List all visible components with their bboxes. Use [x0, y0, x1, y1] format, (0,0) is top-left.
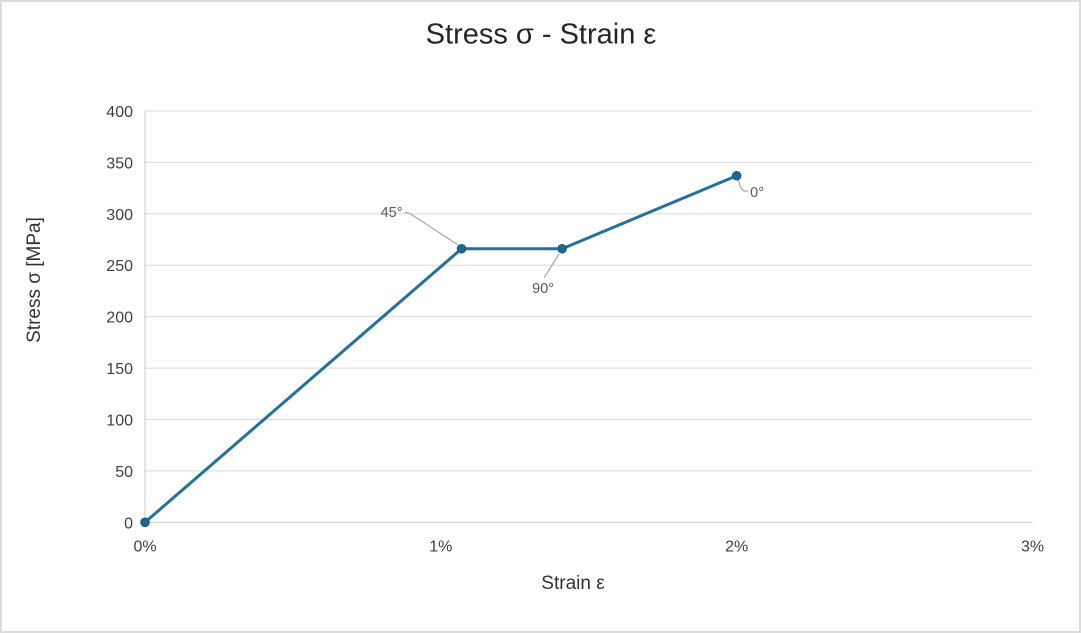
y-tick-label: 0 — [124, 515, 133, 532]
series-line — [144, 174, 738, 524]
y-tick-label: 200 — [106, 310, 133, 327]
data-point-marker — [557, 243, 567, 254]
x-tick-label: 3% — [1021, 538, 1044, 555]
data-point-marker — [140, 517, 150, 528]
y-tick-label: 350 — [106, 155, 133, 172]
y-tick-label: 300 — [106, 207, 133, 224]
chart-title: Stress σ - Strain ε — [425, 18, 657, 51]
data-point-label: 90° — [532, 281, 554, 297]
x-tick-label: 2% — [725, 538, 748, 555]
data-point-marker — [731, 170, 742, 181]
y-tick-label: 100 — [106, 412, 133, 429]
data-label-leader-line — [404, 211, 459, 246]
data-point-label: 0° — [750, 185, 764, 201]
x-tick-label: 0% — [133, 538, 156, 555]
data-point-marker — [456, 243, 467, 254]
y-tick-label: 150 — [106, 361, 133, 378]
data-label-leader-line — [543, 253, 560, 279]
y-tick-label: 250 — [106, 258, 133, 275]
x-axis-title: Strain ε — [541, 573, 605, 594]
data-point-label: 45° — [381, 205, 403, 221]
y-tick-label: 50 — [115, 464, 133, 481]
y-tick-label: 400 — [106, 104, 133, 121]
data-label-leader-line — [737, 179, 748, 192]
x-tick-label: 1% — [429, 538, 452, 555]
y-axis-title: Stress σ [MPa] — [24, 217, 45, 343]
